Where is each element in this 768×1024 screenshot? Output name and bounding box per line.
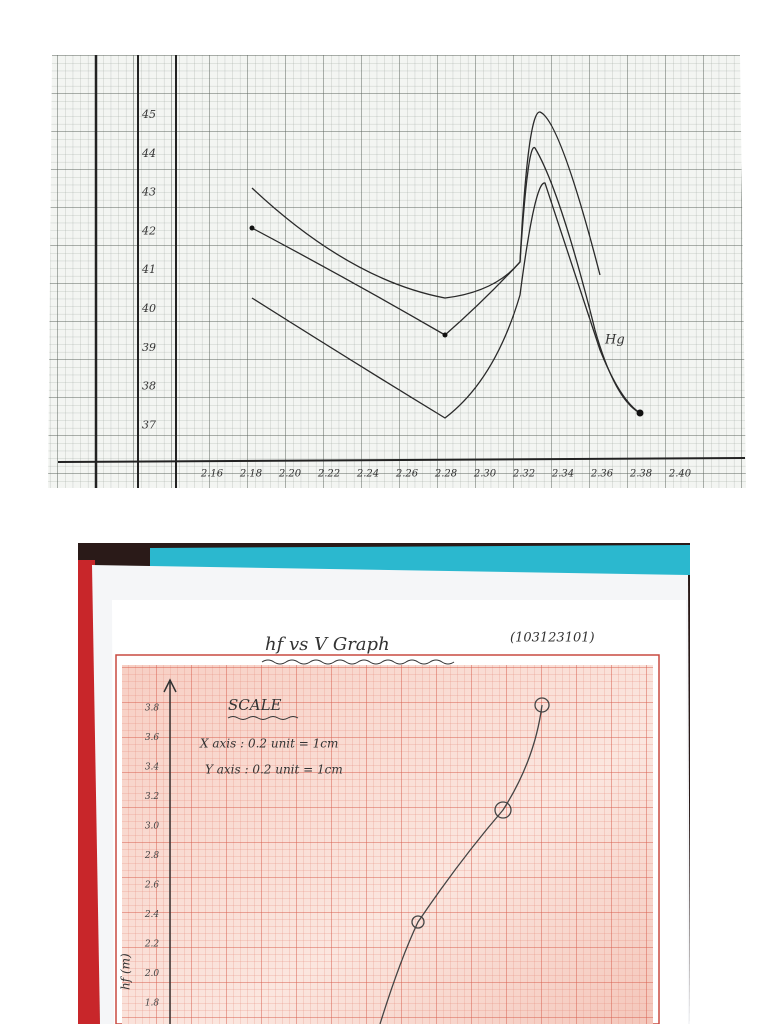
x-label: 2.36 [590, 469, 614, 480]
labels: 45 44 43 42 41 40 39 38 37 2.16 2.18 2.20 2.22 2.24 2.… [141, 108, 692, 480]
y-label: 3.4 [145, 763, 160, 773]
curves [251, 111, 641, 419]
y-label: 2.4 [144, 910, 160, 920]
point [411, 915, 425, 929]
point [636, 409, 644, 417]
annotation: Hg [604, 333, 625, 348]
y-label: 40 [141, 302, 156, 315]
curve [251, 182, 641, 419]
x-label: 2.28 [434, 469, 457, 480]
x-label: 2.32 [512, 469, 535, 480]
y-label: 45 [141, 108, 156, 121]
x-label: 2.18 [239, 469, 262, 480]
y-axis-label: hf (m) [119, 953, 133, 990]
underline [227, 716, 299, 720]
curve [251, 146, 641, 414]
point [494, 801, 512, 819]
arrow [163, 678, 177, 693]
y-label: 43 [141, 186, 156, 199]
point [249, 225, 255, 231]
y-label: 1.8 [145, 999, 160, 1009]
scale-heading: SCALE [228, 696, 282, 714]
y-label: 3.6 [145, 733, 160, 743]
border [115, 654, 660, 1024]
bottom-photo: hf vs V Graph (103123101) SCALE X axis : 0.… [0, 495, 768, 1024]
points [411, 697, 550, 929]
x-label: 2.38 [629, 469, 652, 480]
x-label: 2.40 [668, 469, 692, 480]
y-label: 3.8 [145, 704, 160, 714]
y-label: 3.2 [145, 792, 160, 802]
x-label: 2.22 [317, 469, 340, 480]
curve [379, 704, 543, 1024]
y-label: 2.2 [144, 940, 160, 950]
x-label: 2.26 [395, 469, 419, 480]
y-label: 3.0 [145, 822, 160, 832]
y-label: 2.8 [144, 851, 160, 861]
x-label: 2.34 [551, 469, 574, 480]
x-label: 2.20 [278, 469, 302, 480]
y-label: 41 [141, 263, 156, 276]
x-axis [57, 457, 746, 463]
top-photo: 45 44 43 42 41 40 39 38 37 2.16 2.18 2.20 2.22 2.24 2.… [0, 0, 768, 495]
y-label: 2.6 [144, 881, 160, 891]
scale-y: Y axis : 0.2 unit = 1cm [205, 763, 343, 777]
y-label: 2.0 [144, 969, 160, 979]
y-label: 42 [141, 224, 156, 237]
point [442, 332, 448, 338]
y-label: 38 [142, 380, 156, 393]
point [534, 697, 550, 713]
roll-number: (103123101) [510, 631, 595, 646]
labels: hf vs V Graph (103123101) SCALE X axis : 0.… [119, 631, 595, 1009]
x-label: 2.30 [473, 469, 497, 480]
x-label: 2.24 [356, 469, 379, 480]
y-label: 39 [142, 341, 156, 354]
title: hf vs V Graph [265, 634, 390, 655]
scale-x: X axis : 0.2 unit = 1cm [199, 737, 338, 751]
y-label: 37 [142, 418, 156, 431]
x-label: 2.16 [200, 469, 224, 480]
y-label: 44 [141, 147, 156, 160]
grid [48, 55, 746, 488]
grid [122, 665, 653, 1024]
underline [261, 659, 455, 665]
